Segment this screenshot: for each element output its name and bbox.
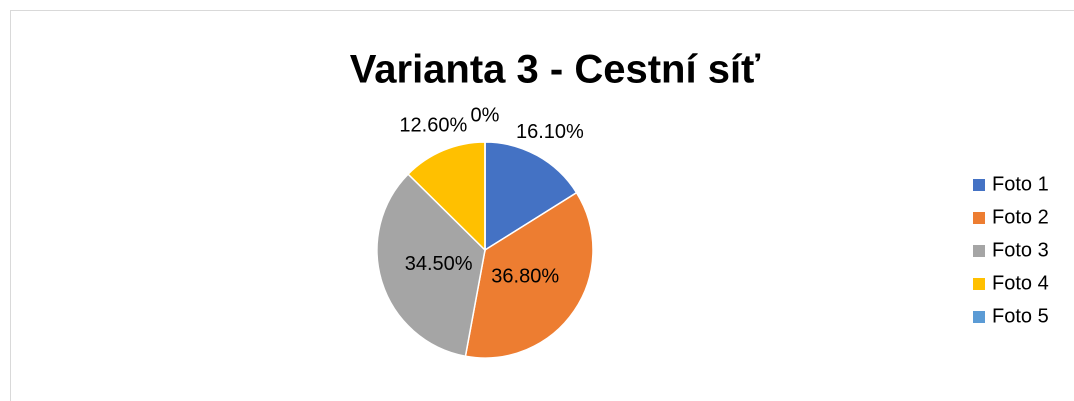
legend-swatch: [973, 212, 985, 224]
legend-swatch: [973, 179, 985, 191]
pie-slice: [376, 173, 486, 358]
legend-label: Foto 2: [992, 206, 1049, 228]
data-label: 36.80%: [491, 266, 559, 288]
data-label: 0%: [471, 104, 500, 126]
legend-label: Foto 1: [992, 173, 1049, 195]
data-label: 12.60%: [399, 115, 467, 137]
legend-swatch: [973, 245, 985, 257]
data-label: 34.50%: [405, 253, 473, 275]
pie-slice: [407, 141, 486, 252]
legend-swatch: [973, 278, 985, 290]
legend-swatch: [973, 311, 985, 323]
pie-slice: [464, 191, 594, 359]
legend-label: Foto 3: [992, 239, 1049, 261]
chart-title: Varianta 3 - Cestní síť: [350, 48, 761, 92]
pie-slice: [484, 141, 578, 252]
legend-label: Foto 4: [992, 272, 1049, 294]
data-label: 16.10%: [516, 121, 584, 143]
legend-label: Foto 5: [992, 305, 1049, 327]
